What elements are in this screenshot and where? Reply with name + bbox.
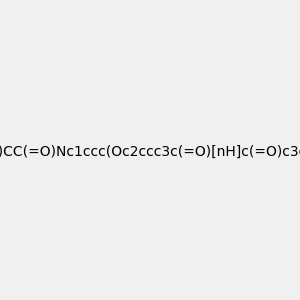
Text: CC(C)CC(=O)Nc1ccc(Oc2ccc3c(=O)[nH]c(=O)c3c2)cc1: CC(C)CC(=O)Nc1ccc(Oc2ccc3c(=O)[nH]c(=O)c… [0,145,300,158]
